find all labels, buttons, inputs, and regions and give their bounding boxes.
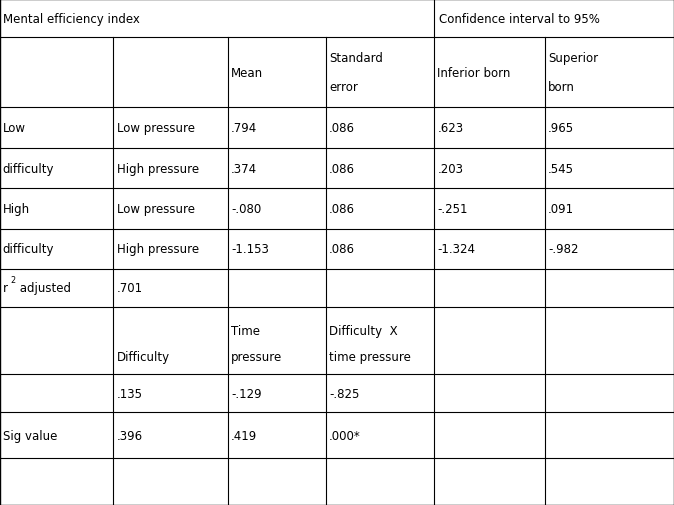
Text: Sig value: Sig value [3,429,57,442]
Text: pressure: pressure [231,350,282,364]
Text: .000*: .000* [329,429,361,442]
Text: error: error [329,81,358,94]
Text: .203: .203 [437,162,464,175]
Text: Superior: Superior [548,52,598,65]
Text: .396: .396 [117,429,143,442]
Text: -1.153: -1.153 [231,243,269,256]
Text: difficulty: difficulty [3,162,54,175]
Text: Low pressure: Low pressure [117,203,195,216]
Text: Mental efficiency index: Mental efficiency index [3,13,140,26]
Text: .419: .419 [231,429,257,442]
Text: difficulty: difficulty [3,243,54,256]
Text: Time: Time [231,324,260,337]
Text: .794: .794 [231,122,257,135]
Text: .086: .086 [329,162,355,175]
Text: -.129: -.129 [231,387,262,400]
Text: 2: 2 [11,276,16,285]
Text: .086: .086 [329,122,355,135]
Text: -.251: -.251 [437,203,468,216]
Text: .374: .374 [231,162,257,175]
Text: Confidence interval to 95%: Confidence interval to 95% [439,13,600,26]
Text: .701: .701 [117,282,143,295]
Text: .135: .135 [117,387,143,400]
Text: Inferior born: Inferior born [437,67,511,80]
Text: r: r [3,282,7,295]
Text: -1.324: -1.324 [437,243,475,256]
Text: born: born [548,81,575,94]
Text: time pressure: time pressure [329,350,410,364]
Text: Low: Low [3,122,26,135]
Text: .965: .965 [548,122,574,135]
Text: Difficulty  X: Difficulty X [329,324,398,337]
Text: .086: .086 [329,243,355,256]
Text: -.825: -.825 [329,387,359,400]
Text: Difficulty: Difficulty [117,350,170,364]
Text: High pressure: High pressure [117,162,199,175]
Text: .086: .086 [329,203,355,216]
Text: High pressure: High pressure [117,243,199,256]
Text: Mean: Mean [231,67,264,80]
Text: -.982: -.982 [548,243,578,256]
Text: .623: .623 [437,122,464,135]
Text: Standard: Standard [329,52,383,65]
Text: adjusted: adjusted [16,282,71,295]
Text: .545: .545 [548,162,574,175]
Text: .091: .091 [548,203,574,216]
Text: High: High [3,203,30,216]
Text: -.080: -.080 [231,203,262,216]
Text: Low pressure: Low pressure [117,122,195,135]
